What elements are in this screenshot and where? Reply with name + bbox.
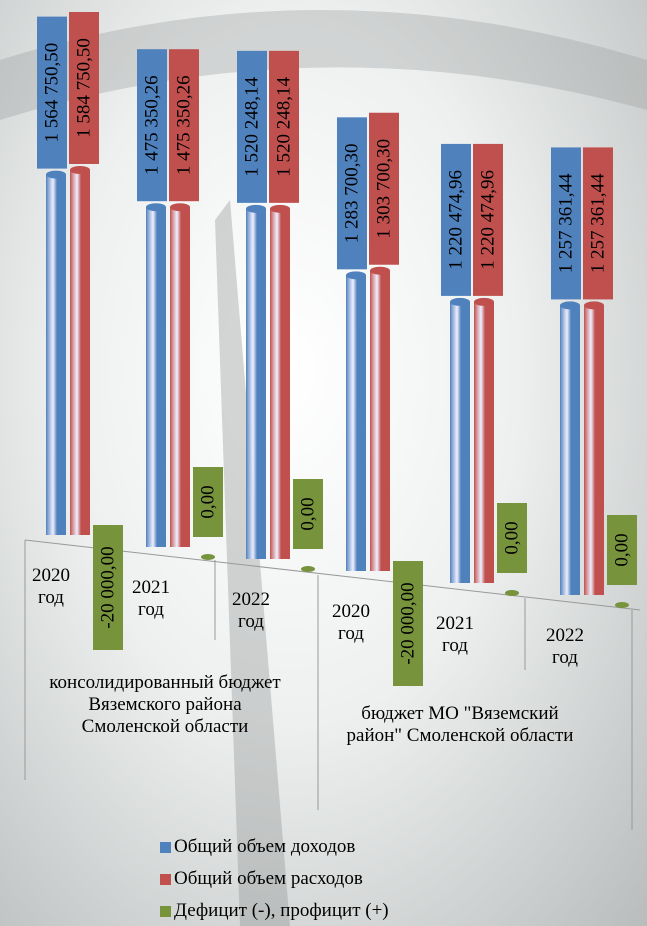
data-label: 1 584 750,50: [74, 38, 95, 138]
x-tick-label: 2022 год: [232, 589, 270, 632]
bar-cap: [246, 204, 266, 213]
bar-cap: [46, 170, 66, 179]
data-label: 1 564 750,50: [42, 43, 63, 143]
bar-cap: [346, 271, 366, 280]
legend-swatch: [160, 841, 171, 853]
bar: [70, 170, 90, 535]
bar: [201, 554, 215, 560]
bar-cap: [370, 266, 390, 275]
label-box: [137, 49, 167, 202]
label-box: [369, 112, 399, 265]
label-box: [293, 479, 323, 549]
data-label: 1 220 474,96: [446, 170, 467, 270]
bar-cap: [146, 203, 166, 212]
data-label: 0,00: [198, 485, 219, 518]
label-box: [93, 525, 123, 650]
group-label: бюджет МО "Вяземский район" Смоленской о…: [346, 703, 574, 746]
label-box: [607, 515, 637, 585]
x-tick-label: 2021 год: [132, 577, 170, 620]
data-label: -20 000,00: [98, 546, 119, 628]
legend-swatch: [160, 873, 171, 885]
bar-cap: [450, 297, 470, 306]
bar: [370, 270, 390, 571]
bar-cap: [70, 166, 90, 174]
label-box: [393, 561, 423, 686]
legend-swatch: [160, 905, 171, 917]
bar: [146, 207, 166, 547]
bar-cap: [584, 301, 604, 310]
data-label: 1 475 350,26: [142, 75, 163, 175]
bar: [474, 301, 494, 583]
bar-cap: [560, 301, 580, 310]
legend-item: Общий объем расходов: [160, 868, 363, 890]
x-tick-label: 2020 год: [32, 565, 70, 608]
bar-cap: [270, 204, 290, 213]
data-label: 1 520 248,14: [242, 76, 263, 176]
x-tick-label: 2021 год: [436, 613, 474, 656]
label-box: [441, 143, 471, 296]
bar: [246, 208, 266, 559]
data-label: 1 520 248,14: [274, 76, 295, 176]
x-tick-label: 2022 год: [546, 625, 584, 668]
data-label: 0,00: [298, 497, 319, 530]
label-box: [237, 50, 267, 203]
data-label: -20 000,00: [398, 582, 419, 664]
legend-item: Общий объем доходов: [160, 836, 355, 858]
bar: [46, 174, 66, 536]
legend-label: Общий объем расходов: [174, 868, 363, 889]
label-box: [473, 143, 503, 296]
label-box: [551, 147, 581, 300]
bar-cap: [474, 297, 494, 306]
bar: [584, 305, 604, 595]
bar: [170, 207, 190, 547]
bar: [560, 305, 580, 595]
x-tick-label: 2020 год: [332, 601, 370, 644]
decor: [0, 10, 647, 120]
label-box: [269, 50, 299, 203]
label-box: [337, 117, 367, 270]
data-label: 1 283 700,30: [342, 143, 363, 243]
data-label: 0,00: [612, 533, 633, 566]
label-box: [169, 49, 199, 202]
legend-item: Дефицит (-), профицит (+): [160, 900, 389, 922]
label-box: [583, 147, 613, 300]
floor-line: [24, 539, 641, 611]
group-label: консолидированный бюджет Вяземского райо…: [49, 672, 281, 737]
bar: [450, 301, 470, 583]
decor: [215, 200, 290, 926]
data-label: 0,00: [502, 521, 523, 554]
label-box: [497, 503, 527, 573]
label-box: [37, 16, 67, 169]
bar: [270, 208, 290, 559]
legend-label: Общий объем доходов: [174, 836, 356, 857]
label-box: [193, 467, 223, 537]
legend-label: Дефицит (-), профицит (+): [174, 900, 389, 921]
data-label: 1 257 361,44: [556, 173, 577, 273]
bar: [505, 590, 519, 596]
data-label: 1 475 350,26: [174, 75, 195, 175]
data-label: 1 257 361,44: [588, 173, 609, 273]
bar-cap: [170, 203, 190, 212]
label-box: [69, 12, 99, 164]
data-label: 1 220 474,96: [478, 170, 499, 270]
bar: [615, 602, 629, 608]
data-label: 1 303 700,30: [374, 139, 395, 239]
bar: [346, 275, 366, 571]
bar: [301, 566, 315, 572]
